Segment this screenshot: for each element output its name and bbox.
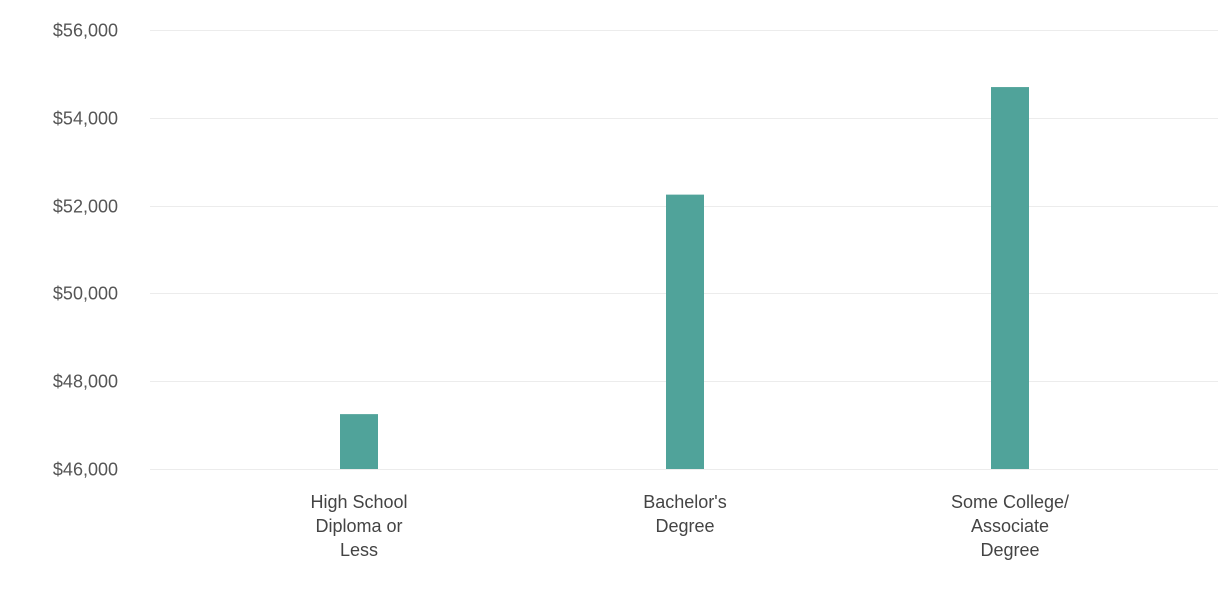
- x-axis-tick-labels: High School Diploma or Less Bachelor's Degre…: [310, 492, 1069, 560]
- x-tick-label-line: High School: [310, 492, 407, 512]
- y-tick-label: $50,000: [53, 284, 118, 304]
- y-tick-label: $52,000: [53, 197, 118, 217]
- x-tick-label: Some College/Associate Degree: [951, 492, 1069, 560]
- x-tick-label-line: Diploma or: [315, 516, 402, 536]
- x-tick-label: Bachelor's Degree: [643, 492, 726, 536]
- x-tick-label-line: Degree: [980, 540, 1039, 560]
- x-tick-label-line: Some College/: [951, 492, 1069, 512]
- x-tick-label-line: Bachelor's: [643, 492, 726, 512]
- x-tick-label-line: Degree: [655, 516, 714, 536]
- y-axis-tick-labels: $46,000 $48,000 $50,000 $52,000 $54,000 $56,0…: [53, 21, 118, 480]
- bar[interactable]: [991, 87, 1029, 469]
- y-tick-label: $56,000: [53, 21, 118, 41]
- x-tick-label-line: Associate: [971, 516, 1049, 536]
- x-tick-label: High School Diploma or Less: [310, 492, 407, 560]
- bars: [340, 87, 1029, 469]
- y-tick-label: $54,000: [53, 109, 118, 129]
- bar[interactable]: [666, 194, 704, 469]
- y-tick-label: $46,000: [53, 460, 118, 480]
- x-tick-label-line: Less: [340, 540, 378, 560]
- bar[interactable]: [340, 414, 378, 469]
- y-tick-label: $48,000: [53, 372, 118, 392]
